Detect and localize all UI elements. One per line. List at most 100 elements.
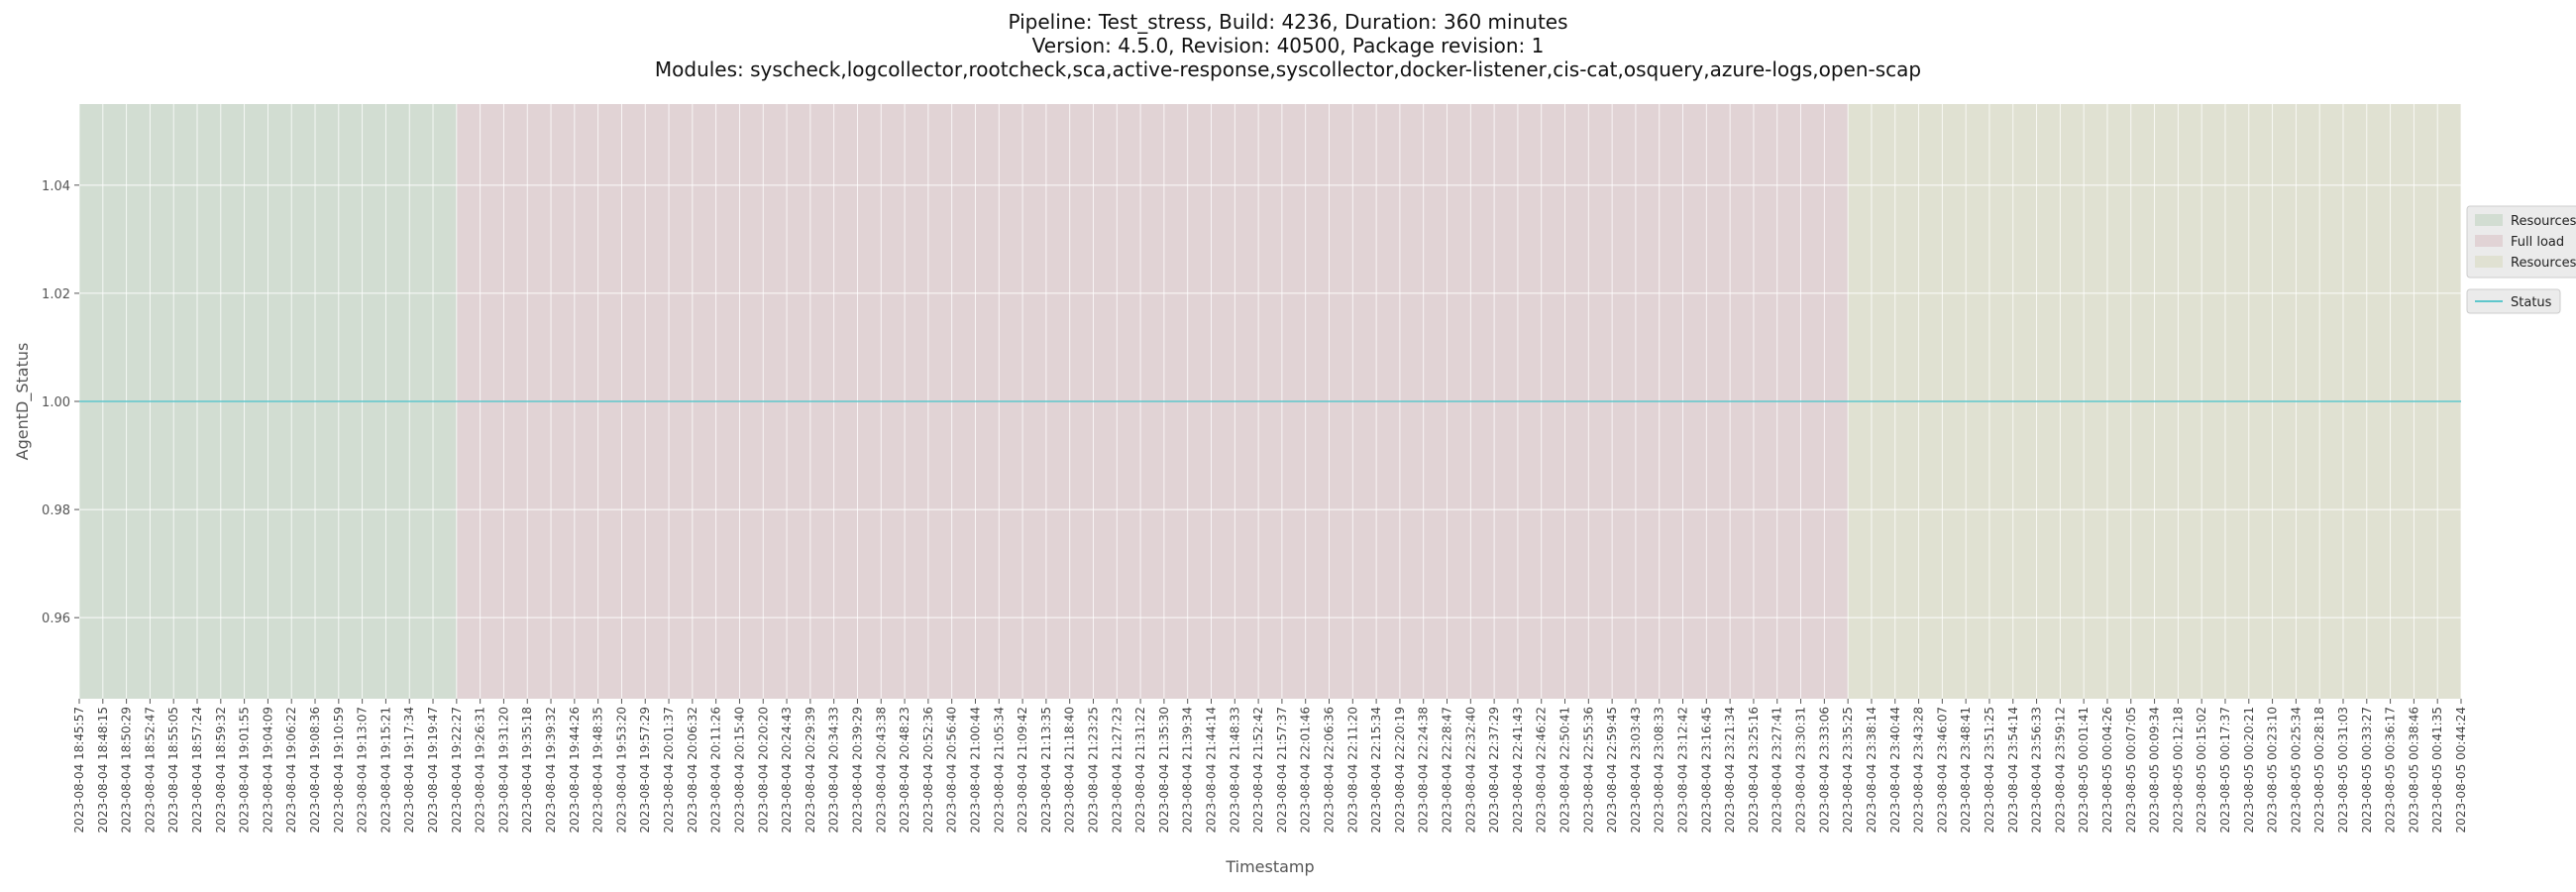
x-tick-label: 2023-08-04 21:18:40 [1063, 707, 1077, 833]
legend-box-series [2466, 288, 2561, 314]
x-tick-label: 2023-08-04 19:19:47 [426, 707, 440, 833]
y-axis-label: AgentD_Status [13, 343, 33, 461]
x-tick-label: 2023-08-04 21:13:35 [1039, 707, 1053, 833]
x-tick-label: 2023-08-04 20:01:37 [662, 707, 676, 833]
x-tick-label: 2023-08-04 20:29:39 [804, 707, 817, 833]
x-tick-label: 2023-08-05 00:07:05 [2124, 707, 2138, 833]
x-tick-label: 2023-08-04 19:35:18 [520, 707, 534, 833]
x-tick-label: 2023-08-04 23:56:33 [2030, 707, 2044, 833]
x-tick-label: 2023-08-04 19:13:07 [356, 707, 370, 833]
x-tick-label: 2023-08-04 23:48:41 [1959, 707, 1973, 833]
x-tick-label: 2023-08-05 00:17:37 [2218, 707, 2232, 833]
chart-title-line-3: Modules: syscheck,logcollector,rootcheck… [654, 57, 1922, 81]
x-tick-label: 2023-08-04 19:01:55 [238, 707, 252, 833]
x-tick-label: 2023-08-05 00:33:27 [2360, 707, 2374, 833]
x-tick-label: 2023-08-04 23:30:31 [1794, 707, 1808, 833]
x-tick-label: 2023-08-04 20:06:32 [686, 707, 699, 833]
x-tick-label: 2023-08-04 21:44:14 [1204, 707, 1218, 833]
x-tick-label: 2023-08-04 22:50:41 [1558, 707, 1572, 833]
y-tick-label: 0.96 [42, 612, 70, 626]
x-tick-label: 2023-08-04 22:32:40 [1463, 707, 1477, 833]
x-tick-label: 2023-08-04 21:00:44 [968, 707, 982, 833]
y-tick-label: 1.00 [42, 395, 70, 410]
x-tick-label: 2023-08-04 19:15:21 [378, 707, 392, 833]
x-tick-label: 2023-08-04 22:37:29 [1487, 707, 1501, 833]
x-tick-label: 2023-08-04 18:59:32 [214, 707, 228, 833]
x-tick-label: 2023-08-05 00:38:46 [2407, 707, 2420, 833]
x-tick-label: 2023-08-04 22:11:20 [1345, 707, 1359, 833]
x-tick-label: 2023-08-04 23:25:16 [1747, 707, 1761, 833]
x-tick-label: 2023-08-04 19:17:34 [402, 707, 416, 833]
x-tick-label: 2023-08-04 22:28:47 [1441, 707, 1454, 833]
x-tick-label: 2023-08-04 20:43:38 [874, 707, 888, 833]
x-tick-label: 2023-08-04 22:46:22 [1535, 707, 1549, 833]
x-tick-label: 2023-08-04 20:15:40 [732, 707, 746, 833]
y-tick-label: 0.98 [42, 503, 70, 518]
x-tick-label: 2023-08-04 20:20:20 [756, 707, 770, 833]
x-tick-label: 2023-08-04 20:11:26 [709, 707, 723, 833]
x-tick-label: 2023-08-04 21:09:42 [1016, 707, 1029, 833]
x-tick-label: 2023-08-04 19:08:36 [308, 707, 322, 833]
chart-title-line-2: Version: 4.5.0, Revision: 40500, Package… [1031, 34, 1545, 57]
x-tick-label: 2023-08-05 00:09:34 [2148, 707, 2162, 833]
x-tick-label: 2023-08-04 19:48:35 [591, 707, 605, 833]
x-tick-label: 2023-08-04 21:31:22 [1133, 707, 1147, 833]
x-tick-label: 2023-08-05 00:23:10 [2266, 707, 2280, 833]
x-tick-label: 2023-08-04 19:31:20 [496, 707, 510, 833]
x-tick-label: 2023-08-04 19:26:31 [474, 707, 487, 833]
x-tick-label: 2023-08-04 21:39:34 [1181, 707, 1195, 833]
x-tick-label: 2023-08-04 21:57:37 [1275, 707, 1289, 833]
legend-label-status: Status [2511, 295, 2552, 310]
legend-label-phase-3: Resources [2511, 256, 2576, 271]
x-tick-label: 2023-08-04 22:55:36 [1581, 707, 1595, 833]
x-tick-label: 2023-08-04 22:59:45 [1605, 707, 1619, 833]
chart-title-line-1: Pipeline: Test_stress, Build: 4236, Dura… [1008, 10, 1568, 34]
x-tick-label: 2023-08-04 19:53:20 [614, 707, 628, 833]
x-tick-label: 2023-08-04 22:06:36 [1323, 707, 1337, 833]
x-tick-label: 2023-08-04 19:04:09 [261, 707, 274, 833]
x-tick-label: 2023-08-05 00:44:24 [2454, 707, 2468, 833]
legend-swatch-phase-1 [2475, 214, 2503, 226]
x-tick-label: 2023-08-05 00:01:41 [2077, 707, 2091, 833]
x-tick-label: 2023-08-05 00:12:18 [2171, 707, 2185, 833]
x-tick-label: 2023-08-04 23:08:33 [1653, 707, 1666, 833]
x-tick-label: 2023-08-05 00:04:26 [2100, 707, 2114, 833]
x-axis-ticks: 2023-08-04 18:45:57 2023-08-04 18:48:15 20… [72, 699, 2468, 833]
x-tick-label: 2023-08-04 22:15:34 [1369, 707, 1383, 833]
x-tick-label: 2023-08-04 23:46:07 [1935, 707, 1949, 833]
x-tick-label: 2023-08-05 00:25:34 [2289, 707, 2303, 833]
x-tick-label: 2023-08-04 21:23:25 [1086, 707, 1100, 833]
x-tick-label: 2023-08-04 18:45:57 [72, 707, 86, 833]
x-tick-label: 2023-08-04 21:48:33 [1228, 707, 1241, 833]
x-tick-label: 2023-08-04 23:38:14 [1865, 707, 1878, 833]
x-tick-label: 2023-08-04 23:51:25 [1983, 707, 1996, 833]
x-tick-label: 2023-08-04 20:39:29 [850, 707, 864, 833]
x-tick-label: 2023-08-05 00:36:17 [2384, 707, 2398, 833]
x-tick-label: 2023-08-04 21:52:42 [1251, 707, 1265, 833]
x-tick-label: 2023-08-04 20:24:43 [780, 707, 794, 833]
x-tick-label: 2023-08-04 23:40:44 [1888, 707, 1902, 833]
x-tick-label: 2023-08-04 22:01:46 [1299, 707, 1313, 833]
x-tick-label: 2023-08-04 23:33:06 [1817, 707, 1831, 833]
x-tick-label: 2023-08-04 23:43:28 [1912, 707, 1926, 833]
x-tick-label: 2023-08-05 00:41:35 [2430, 707, 2444, 833]
x-tick-label: 2023-08-04 23:35:25 [1841, 707, 1855, 833]
x-tick-label: 2023-08-04 23:21:34 [1723, 707, 1737, 833]
x-tick-label: 2023-08-04 18:50:29 [120, 707, 134, 833]
legend-swatch-phase-2 [2475, 235, 2503, 247]
legend: Resources Full load Resources Status [2466, 205, 2576, 314]
legend-label-phase-2: Full load [2511, 235, 2564, 250]
x-tick-label: 2023-08-04 21:27:23 [1110, 707, 1124, 833]
x-tick-label: 2023-08-04 23:54:14 [2006, 707, 2020, 833]
x-tick-label: 2023-08-04 22:20:19 [1393, 707, 1407, 833]
legend-swatch-phase-3 [2475, 256, 2503, 268]
x-tick-label: 2023-08-04 23:12:42 [1676, 707, 1690, 833]
x-tick-label: 2023-08-04 20:56:40 [945, 707, 959, 833]
y-tick-label: 1.02 [42, 287, 70, 302]
y-tick-label: 1.04 [42, 179, 70, 194]
x-tick-label: 2023-08-05 00:28:18 [2312, 707, 2326, 833]
x-tick-label: 2023-08-04 23:27:41 [1771, 707, 1784, 833]
x-axis-label: Timestamp [1225, 857, 1314, 876]
x-tick-label: 2023-08-04 20:34:33 [827, 707, 841, 833]
x-tick-label: 2023-08-04 19:10:59 [332, 707, 346, 833]
